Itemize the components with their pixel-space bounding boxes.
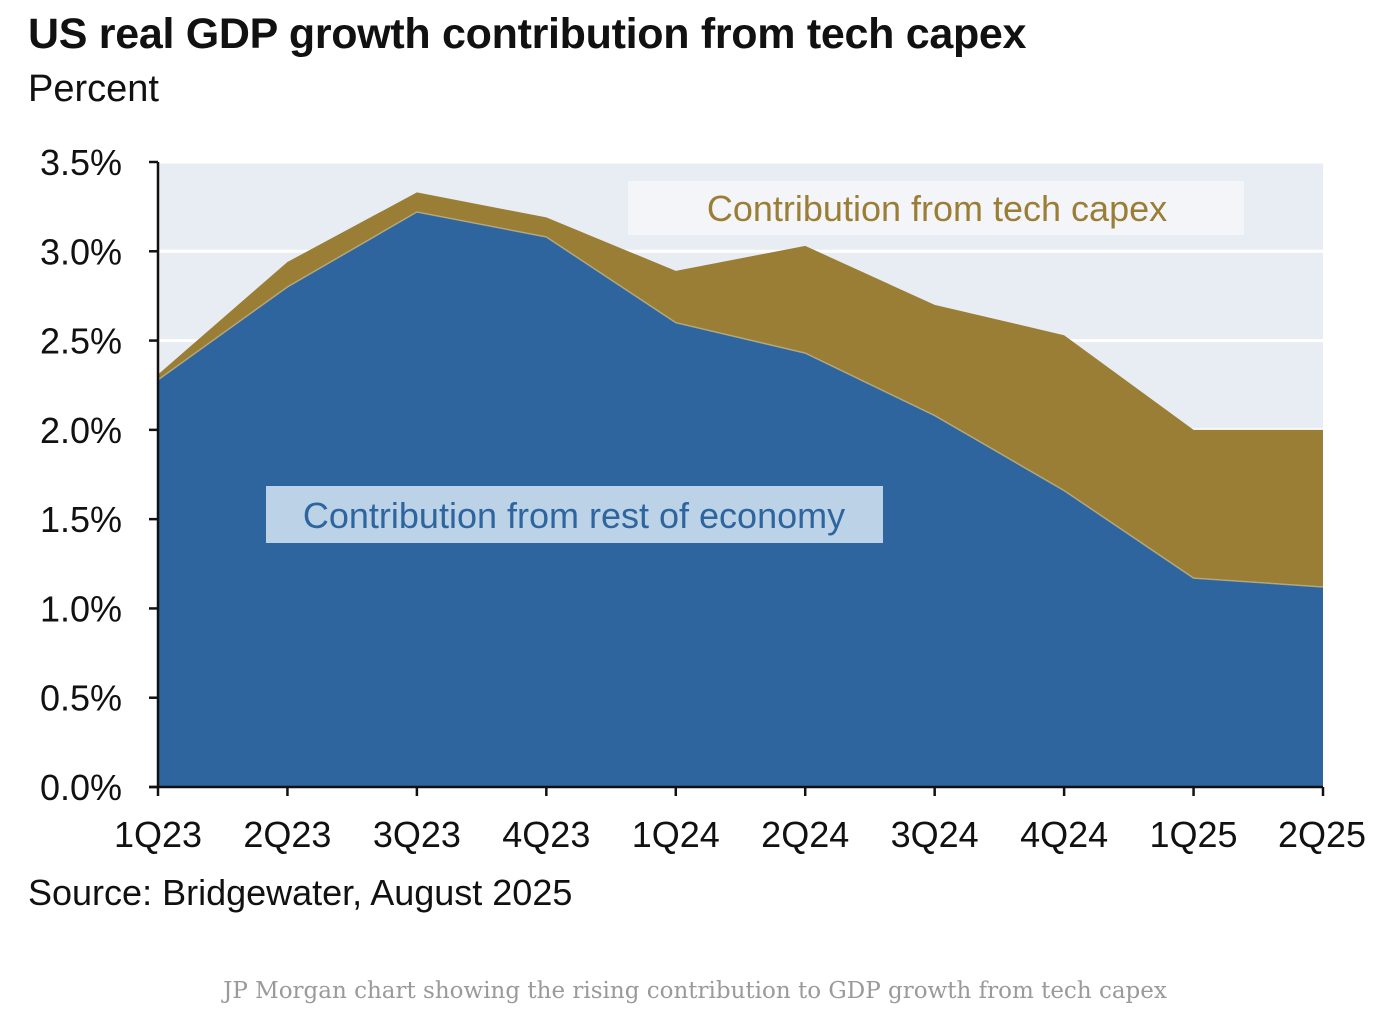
x-tick-label-2: 3Q23 [373,814,461,855]
axes: 0.0% 0.5% 1.0% 1.5% 2.0% 2.5% 3.0% 3.5% 1Q23 2Q23… [40,142,1366,855]
x-tick-label-5: 2Q24 [761,814,849,855]
series-labels: Contribution from tech capex Contribution… [266,181,1244,543]
x-tick-label-3: 4Q23 [502,814,590,855]
series-label-1: Contribution from rest of economy [303,495,845,536]
y-tick-label-3: 1.5% [40,499,122,540]
y-tick-label-4: 2.0% [40,410,122,451]
area-series-1 [158,192,1323,587]
source-note: Source: Bridgewater, August 2025 [28,872,573,913]
y-tick-label-1: 0.5% [40,678,122,719]
y-tick-label-6: 3.0% [40,231,122,272]
series-label-0: Contribution from tech capex [707,188,1167,229]
x-tick-label-4: 1Q24 [632,814,720,855]
y-tick-label-0: 0.0% [40,767,122,808]
x-tick-label-0: 1Q23 [114,814,202,855]
y-tick-label-2: 1.0% [40,588,122,629]
x-tick-label-1: 2Q23 [243,814,331,855]
series-boundary-line [157,211,1324,588]
x-tick-label-9: 2Q25 [1278,814,1366,855]
image-caption: JP Morgan chart showing the rising contr… [223,978,1167,1004]
series-label-box-0 [628,181,1244,235]
series-label-box-1 [266,486,883,543]
chart-subtitle: Percent [28,68,159,110]
x-tick-label-7: 4Q24 [1020,814,1108,855]
y-tick-label-5: 2.5% [40,321,122,362]
x-tick-label-8: 1Q25 [1150,814,1238,855]
chart-title: US real GDP growth contribution from tec… [28,10,1027,58]
x-tick-label-6: 3Q24 [891,814,979,855]
y-tick-label-7: 3.5% [40,142,122,183]
